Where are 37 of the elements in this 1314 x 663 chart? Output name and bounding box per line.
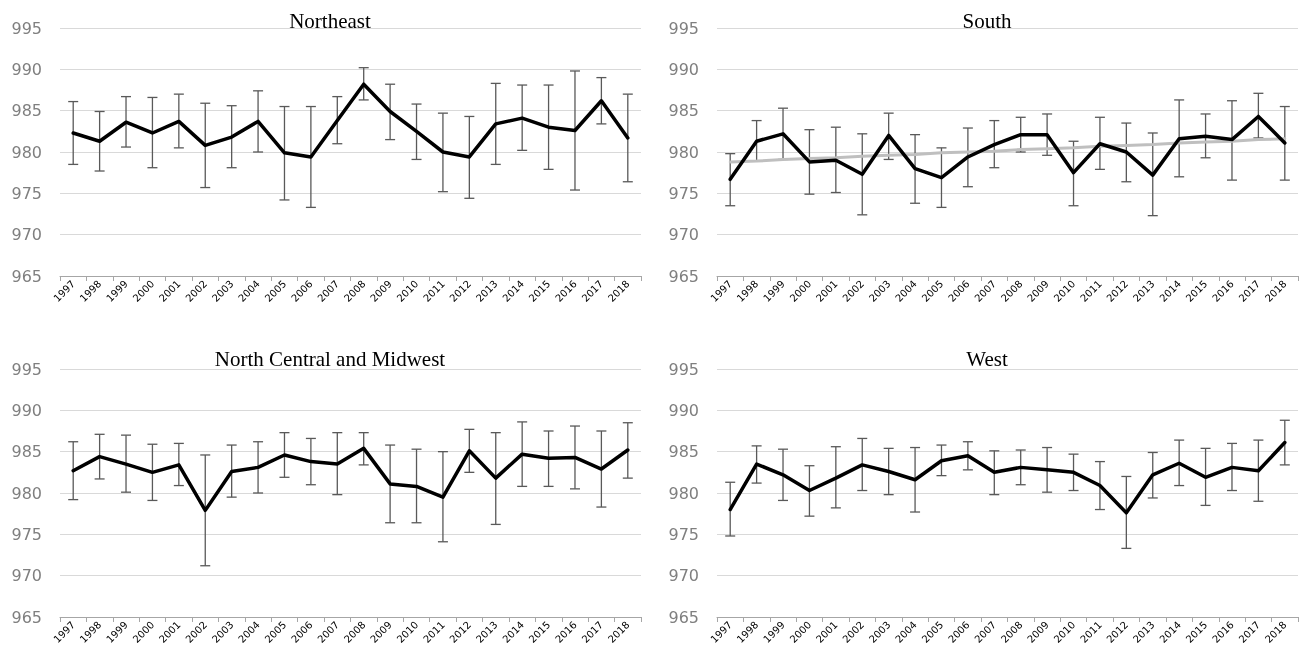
y-tick-label: 980 [11,142,42,162]
y-tick-label: 970 [11,566,42,586]
y-tick-label: 990 [11,400,42,420]
y-tick-label: 970 [668,566,699,586]
line-series [71,82,630,159]
y-tick-label: 975 [11,524,42,544]
chart-title: Northeast [289,8,371,33]
line-series [728,440,1287,515]
y-tick-label: 980 [668,142,699,162]
chart-title: North Central and Midwest [214,346,446,371]
y-tick-label: 985 [668,442,699,462]
y-tick-label: 985 [11,442,42,462]
y-tick-label: 965 [668,266,699,286]
y-tick-label: 995 [11,359,42,379]
y-tick-label: 990 [668,59,699,79]
y-tick-label: 975 [668,183,699,203]
line-series [728,114,1287,182]
chart-title: South [962,8,1013,33]
y-tick-label: 995 [668,18,699,38]
y-tick-label: 975 [11,183,42,203]
y-tick-label: 970 [668,225,699,245]
y-tick-label: 970 [11,225,42,245]
y-tick-label: 965 [11,607,42,627]
y-tick-label: 990 [11,59,42,79]
y-tick-label: 980 [668,483,699,503]
y-tick-label: 975 [668,524,699,544]
y-tick-label: 965 [11,266,42,286]
line-series [728,137,1287,164]
line-series [71,446,630,513]
y-tick-label: 990 [668,400,699,420]
y-tick-label: 980 [11,483,42,503]
y-tick-label: 995 [11,18,42,38]
chart-title: West [966,346,1008,371]
y-tick-label: 985 [11,101,42,121]
y-tick-label: 995 [668,359,699,379]
y-tick-label: 965 [668,607,699,627]
y-tick-label: 985 [668,101,699,121]
